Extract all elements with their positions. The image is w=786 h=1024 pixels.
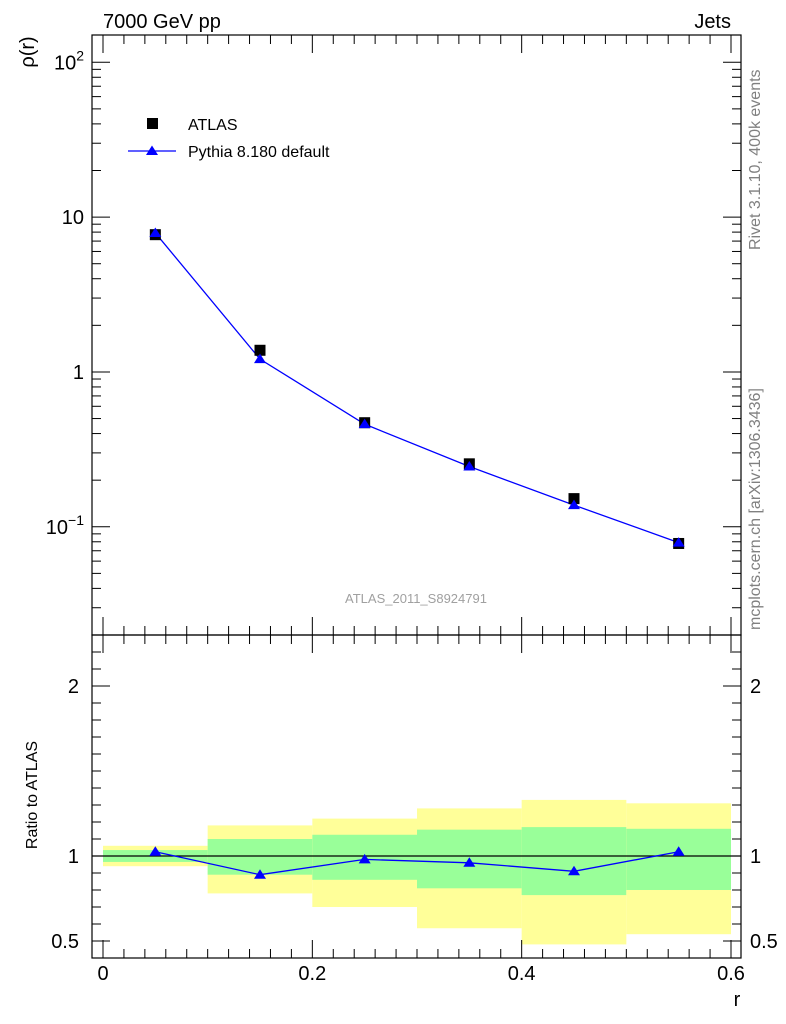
axis-ticks <box>92 35 741 959</box>
x-tick-label: 0 <box>97 963 108 985</box>
mcplots-label: mcplots.cern.ch [arXiv:1306.3436] <box>747 388 764 630</box>
data-series <box>149 227 685 879</box>
atlas-point <box>254 344 266 356</box>
mc-point <box>254 353 266 364</box>
legend-mc-marker <box>146 145 158 155</box>
ratio-tick-label: 0.5 <box>51 931 79 953</box>
y-tick-label: 102 <box>54 47 84 74</box>
band-inner-5 <box>626 828 731 890</box>
mc-point <box>149 227 162 237</box>
plot-title-right: Jets <box>694 11 731 33</box>
mc-point <box>672 537 685 547</box>
ratio-tick-label: 1 <box>68 846 79 868</box>
y-tick-label: 1 <box>73 362 84 384</box>
ratio-point <box>149 846 162 856</box>
ratio-point <box>672 846 685 856</box>
y-tick-label: 10 <box>62 207 84 229</box>
band-inner-1 <box>207 839 313 875</box>
ratio-tick-label-right: 0.5 <box>750 931 778 953</box>
mc-point <box>463 461 476 471</box>
mc-point <box>358 418 371 429</box>
tick-labels: 0 0.2 0.4 0.6 10−1 1 10 102 0.5 0.5 1 1 2 2 <box>46 47 778 985</box>
ratio-bands <box>103 799 731 945</box>
y-tick-label: 10−1 <box>46 512 84 539</box>
x-axis-label: r <box>734 989 741 1011</box>
ratio-tick-label-right: 2 <box>750 676 761 698</box>
atlas-point <box>568 493 580 505</box>
ratio-axis-label: Ratio to ATLAS <box>24 741 41 849</box>
x-tick-label: 0.2 <box>298 963 326 985</box>
x-tick-label: 0.4 <box>508 963 536 985</box>
x-tick-label: 0.6 <box>717 963 745 985</box>
legend-atlas-label: ATLAS <box>188 117 238 134</box>
ratio-series-line <box>155 851 679 876</box>
analysis-watermark: ATLAS_2011_S8924791 <box>345 591 487 606</box>
ratio-point <box>254 869 266 879</box>
ratio-point <box>463 857 476 867</box>
mc-point <box>568 499 580 510</box>
ratio-point <box>568 865 580 876</box>
y-axis-label: ρ(r) <box>17 36 39 67</box>
ratio-tick-label-right: 1 <box>750 846 761 868</box>
rivet-label: Rivet 3.1.10, 400k events <box>747 69 764 250</box>
ratio-tick-label: 2 <box>68 676 79 698</box>
ratio-point <box>358 853 371 864</box>
band-inner-4 <box>521 827 627 896</box>
legend-mc-label: Pythia 8.180 default <box>188 144 330 161</box>
plot-title-left: 7000 GeV pp <box>103 11 221 33</box>
legend-atlas-marker <box>147 118 158 129</box>
mc-series-line <box>154 232 679 544</box>
